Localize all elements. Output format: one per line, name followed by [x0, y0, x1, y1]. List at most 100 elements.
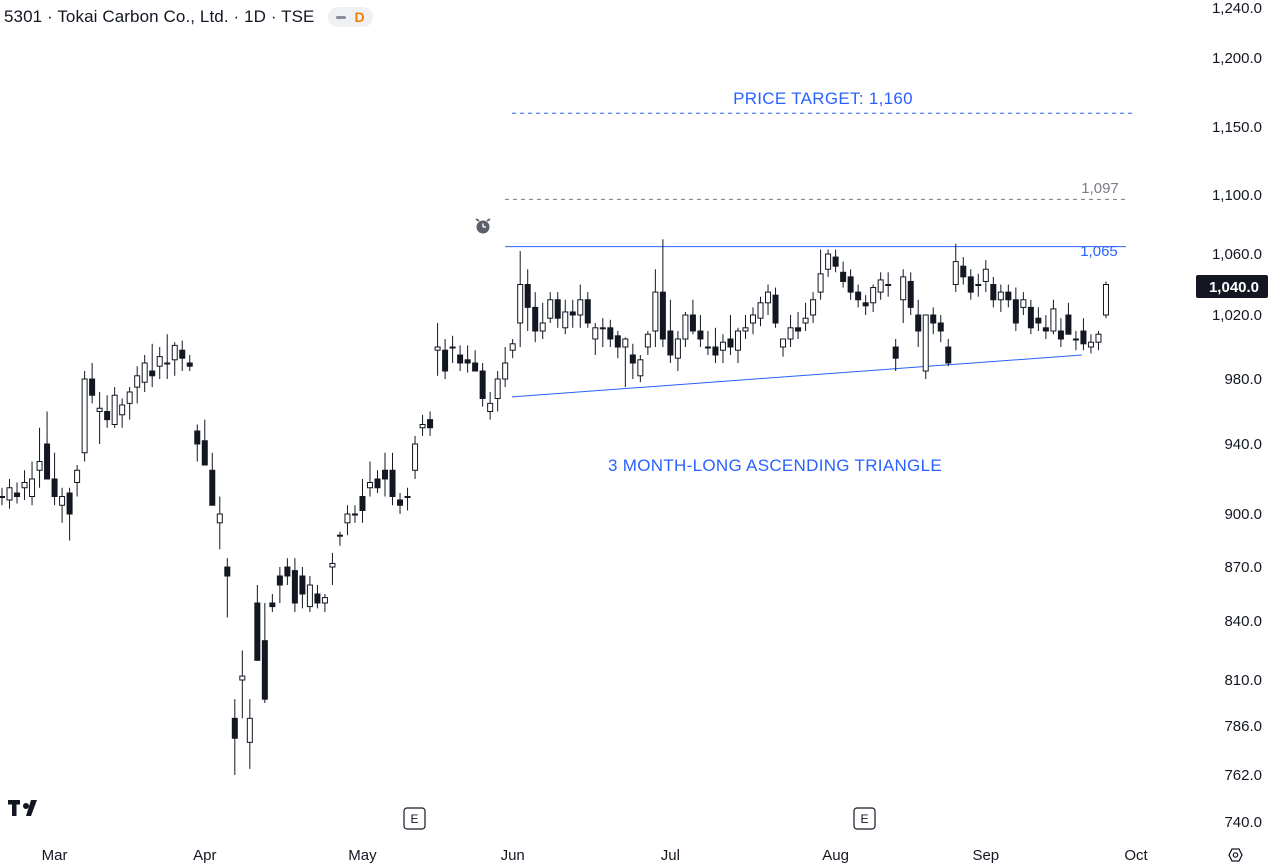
candle	[945, 339, 952, 367]
candle	[164, 334, 171, 379]
candle	[532, 292, 539, 343]
candle	[81, 371, 88, 462]
candle	[66, 487, 73, 541]
candle-body	[592, 327, 599, 340]
candle-body	[171, 344, 178, 361]
candle	[742, 315, 749, 339]
candle	[36, 427, 43, 488]
candle-body	[1087, 341, 1094, 348]
candle	[194, 424, 201, 462]
candle-body	[427, 419, 434, 429]
candle-body	[201, 440, 208, 466]
candle	[479, 363, 486, 407]
x-tick-label: May	[348, 847, 377, 864]
candle-body	[1012, 299, 1019, 324]
candle-body	[629, 354, 636, 364]
candle	[825, 249, 832, 277]
candle-body	[795, 327, 802, 332]
candle-body	[261, 640, 268, 700]
candle-body	[81, 378, 88, 454]
earnings-marker-1[interactable]: E	[403, 807, 426, 830]
candle-body	[397, 499, 404, 506]
level-1065-label: 1,065	[1080, 243, 1118, 260]
candle	[74, 465, 81, 497]
candle	[817, 249, 824, 300]
alarm-icon[interactable]	[475, 218, 491, 234]
candle	[795, 311, 802, 339]
y-tick-label: 1,240.0	[1212, 0, 1262, 17]
candle	[840, 261, 847, 288]
candle	[524, 269, 531, 331]
candle	[404, 487, 411, 511]
time-axis[interactable]: Mar Apr May Jun Jul Aug Sep Oct	[42, 847, 1149, 864]
candle-body	[644, 333, 651, 348]
candle	[306, 576, 313, 612]
settings-hexagon-icon[interactable]	[1228, 848, 1243, 862]
candle-body	[847, 276, 854, 293]
candle	[870, 284, 877, 312]
candle	[734, 327, 741, 363]
candle	[1027, 299, 1034, 335]
x-tick-label: Oct	[1124, 847, 1148, 864]
candle	[344, 505, 351, 536]
level-1097-label: 1,097	[1081, 180, 1119, 197]
candle	[892, 339, 899, 371]
candle	[900, 269, 907, 323]
candle-body	[1042, 327, 1049, 332]
y-tick-label: 1,060.0	[1212, 246, 1262, 263]
candle-body	[1050, 308, 1057, 332]
candle-body	[915, 314, 922, 332]
candle	[772, 287, 779, 328]
candle-body	[291, 570, 298, 604]
candle-body	[276, 575, 283, 586]
candle-body	[704, 346, 711, 349]
candle	[14, 482, 21, 504]
candle	[930, 307, 937, 335]
candle-body	[442, 349, 449, 372]
price-axis[interactable]: 740.0 762.0 786.0 810.0 840.0 870.0 900.0 940.0…	[1212, 0, 1262, 831]
candle-body	[329, 562, 336, 568]
candle	[997, 284, 1004, 312]
candle-body	[216, 513, 223, 524]
candle-body	[907, 280, 914, 308]
candle	[201, 419, 208, 466]
candle-body	[990, 284, 997, 301]
candle-body	[472, 362, 479, 372]
data-status-pill[interactable]: D	[328, 7, 373, 27]
candle	[644, 331, 651, 355]
candle	[224, 558, 231, 618]
candle	[885, 272, 892, 297]
candle-body	[186, 362, 193, 367]
candle-body	[344, 513, 351, 524]
candle	[862, 295, 869, 315]
earnings-marker-2[interactable]: E	[853, 807, 876, 830]
candle-body	[321, 597, 328, 604]
candle	[712, 327, 719, 363]
tradingview-logo-icon[interactable]	[8, 800, 37, 816]
candle	[915, 299, 922, 347]
candle	[1095, 331, 1102, 351]
candle-body	[659, 291, 666, 340]
candle	[179, 340, 186, 371]
candle	[539, 302, 546, 339]
candle	[652, 269, 659, 347]
candle	[51, 452, 58, 506]
candle-body	[412, 443, 419, 471]
candle-body	[382, 469, 389, 480]
candle-body	[667, 330, 674, 356]
candle-body	[351, 513, 358, 516]
candle	[156, 347, 163, 379]
candle	[1042, 315, 1049, 339]
candle-body	[254, 602, 261, 661]
x-tick-label: Sep	[972, 847, 999, 864]
candle-body	[36, 461, 43, 471]
candle-body	[487, 402, 494, 412]
candle-body	[14, 492, 21, 497]
annotations: PRICE TARGET: 1,160 1,097 1,065 3 MONTH-…	[608, 89, 1119, 475]
candle	[472, 350, 479, 372]
candle-body	[359, 496, 366, 511]
candle	[314, 585, 321, 609]
candle	[149, 343, 156, 388]
symbol-title[interactable]: 5301 · Tokai Carbon Co., Ltd. · 1D · TSE	[4, 7, 315, 26]
